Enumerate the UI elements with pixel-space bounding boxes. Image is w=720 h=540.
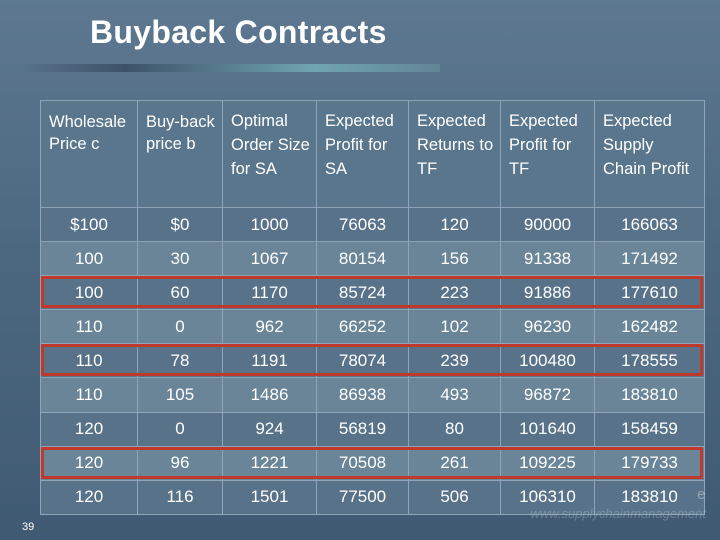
table-cell: 105 <box>138 378 223 413</box>
table-cell: $0 <box>138 208 223 243</box>
table-cell: 96872 <box>501 378 595 413</box>
table-cell: 56819 <box>317 412 409 447</box>
table-cell: 924 <box>223 412 317 447</box>
table-cell: 962 <box>223 310 317 345</box>
header-expected-profit-tf: Expected Profit for TF <box>501 100 595 208</box>
slide-number: 39 <box>22 521 35 533</box>
buyback-table: Wholesale Price c Buy-back price b Optim… <box>40 100 705 515</box>
header-expected-supply-chain-profit: Expected Supply Chain Profit <box>595 100 705 208</box>
table-cell: 179733 <box>595 446 705 481</box>
slide-title: Buyback Contracts <box>90 14 387 50</box>
header-wholesale-price: Wholesale Price c <box>40 100 138 208</box>
table-cell: 80 <box>409 412 501 447</box>
table-cell: 100480 <box>501 344 595 379</box>
table-cell: 91886 <box>501 276 595 311</box>
header-expected-returns-tf: Expected Returns to TF <box>409 100 501 208</box>
table-cell: 223 <box>409 276 501 311</box>
header-buyback-price: Buy-back price b <box>138 100 223 208</box>
table-cell: 66252 <box>317 310 409 345</box>
table-cell: 86938 <box>317 378 409 413</box>
table-cell: 158459 <box>595 412 705 447</box>
table-cell: 110 <box>40 310 138 345</box>
table-cell: 239 <box>409 344 501 379</box>
table-cell: 85724 <box>317 276 409 311</box>
table-cell: 76063 <box>317 208 409 243</box>
table-cell: 183810 <box>595 480 705 515</box>
table-cell: 1221 <box>223 446 317 481</box>
table-cell: 96230 <box>501 310 595 345</box>
header-optimal-order-size: Optimal Order Size for SA <box>223 100 317 208</box>
table-cell: 1170 <box>223 276 317 311</box>
table-cell: 120 <box>409 208 501 243</box>
table-cell: 156 <box>409 242 501 277</box>
table-cell: 1067 <box>223 242 317 277</box>
table-cell: 506 <box>409 480 501 515</box>
table-cell: 261 <box>409 446 501 481</box>
table-cell: 110 <box>40 378 138 413</box>
table-cell: 166063 <box>595 208 705 243</box>
table-cell: 1000 <box>223 208 317 243</box>
table-cell: 120 <box>40 412 138 447</box>
watermark-text: e <box>697 486 706 503</box>
watermark-url: www.supplychainmanagement <box>530 506 706 521</box>
table-cell: 100 <box>40 276 138 311</box>
table-cell: 78074 <box>317 344 409 379</box>
table-cell: 171492 <box>595 242 705 277</box>
title-underline <box>20 64 440 72</box>
table-cell: 70508 <box>317 446 409 481</box>
table-cell: 102 <box>409 310 501 345</box>
table-cell: 183810 <box>595 378 705 413</box>
table-cell: 91338 <box>501 242 595 277</box>
table-cell: 1486 <box>223 378 317 413</box>
table-cell: 120 <box>40 446 138 481</box>
table-cell: 109225 <box>501 446 595 481</box>
table-cell: 178555 <box>595 344 705 379</box>
table-cell: 96 <box>138 446 223 481</box>
table-cell: 30 <box>138 242 223 277</box>
header-expected-profit-sa: Expected Profit for SA <box>317 100 409 208</box>
table-cell: 116 <box>138 480 223 515</box>
table-cell: 120 <box>40 480 138 515</box>
table-cell: 1501 <box>223 480 317 515</box>
table-cell: 100 <box>40 242 138 277</box>
table-cell: $100 <box>40 208 138 243</box>
table-cell: 177610 <box>595 276 705 311</box>
table-cell: 493 <box>409 378 501 413</box>
table-cell: 162482 <box>595 310 705 345</box>
table-cell: 0 <box>138 412 223 447</box>
table-cell: 1191 <box>223 344 317 379</box>
table-cell: 77500 <box>317 480 409 515</box>
table-cell: 101640 <box>501 412 595 447</box>
table-cell: 78 <box>138 344 223 379</box>
table-cell: 80154 <box>317 242 409 277</box>
table-cell: 110 <box>40 344 138 379</box>
table-cell: 106310 <box>501 480 595 515</box>
table-cell: 60 <box>138 276 223 311</box>
table-cell: 0 <box>138 310 223 345</box>
table-cell: 90000 <box>501 208 595 243</box>
